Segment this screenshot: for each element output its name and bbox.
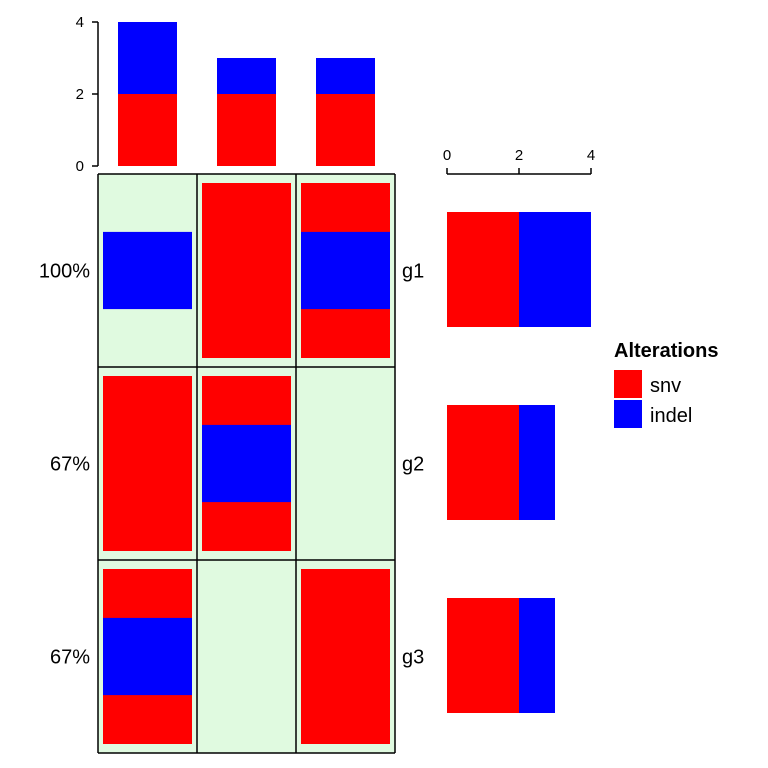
gene-label: g3 [402, 647, 424, 669]
gene-label: g1 [402, 261, 424, 283]
top-barplot-axis: 0 2 4 [76, 14, 99, 175]
y-tick-label: 0 [76, 158, 84, 175]
percentage-label: 100% [39, 261, 90, 283]
cell-snv-g3-3 [301, 569, 390, 744]
cell-indel-g3-1 [103, 617, 192, 696]
x-tick-label: 2 [515, 147, 523, 164]
right-bar-snv-g3 [447, 598, 519, 713]
cell-indel-g1-1 [103, 231, 192, 310]
percentage-label: 67% [50, 454, 90, 476]
gene-label: g2 [402, 454, 424, 476]
cell-indel-g1-3 [301, 231, 390, 310]
legend-label-indel: indel [650, 405, 692, 427]
x-tick-label: 0 [443, 147, 451, 164]
right-bar-indel-g3 [519, 598, 555, 713]
cell-indel-g2-2 [202, 424, 291, 503]
y-tick-label: 4 [76, 14, 84, 31]
oncoprint-grid [97, 173, 396, 754]
cell-snv-g1-2 [202, 183, 291, 358]
right-bar-snv-g2 [447, 405, 519, 520]
legend-swatch-indel [614, 400, 642, 428]
top-bar-indel-2 [217, 58, 276, 94]
legend-label-snv: snv [650, 375, 681, 397]
right-bar-indel-g2 [519, 405, 555, 520]
right-bar-snv-g1 [447, 212, 519, 327]
cell-snv-g2-1 [103, 376, 192, 551]
right-barplot-axis: 0 2 4 [443, 147, 595, 175]
right-bar-indel-g1 [519, 212, 591, 327]
top-bar-snv-3 [316, 94, 375, 166]
x-tick-label: 4 [587, 147, 595, 164]
legend-swatch-snv [614, 370, 642, 398]
legend-title: Alterations [614, 340, 718, 362]
right-barplot [447, 212, 591, 713]
top-bar-snv-1 [118, 94, 177, 166]
top-bar-snv-2 [217, 94, 276, 166]
percentage-labels: 100% 67% 67% [39, 261, 90, 669]
percentage-label: 67% [50, 647, 90, 669]
top-bar-indel-3 [316, 58, 375, 94]
top-bar-indel-1 [118, 22, 177, 94]
gene-labels: g1 g2 g3 [402, 261, 424, 669]
y-tick-label: 2 [76, 86, 84, 103]
top-barplot [118, 22, 375, 166]
legend: Alterations snv indel [614, 340, 718, 428]
